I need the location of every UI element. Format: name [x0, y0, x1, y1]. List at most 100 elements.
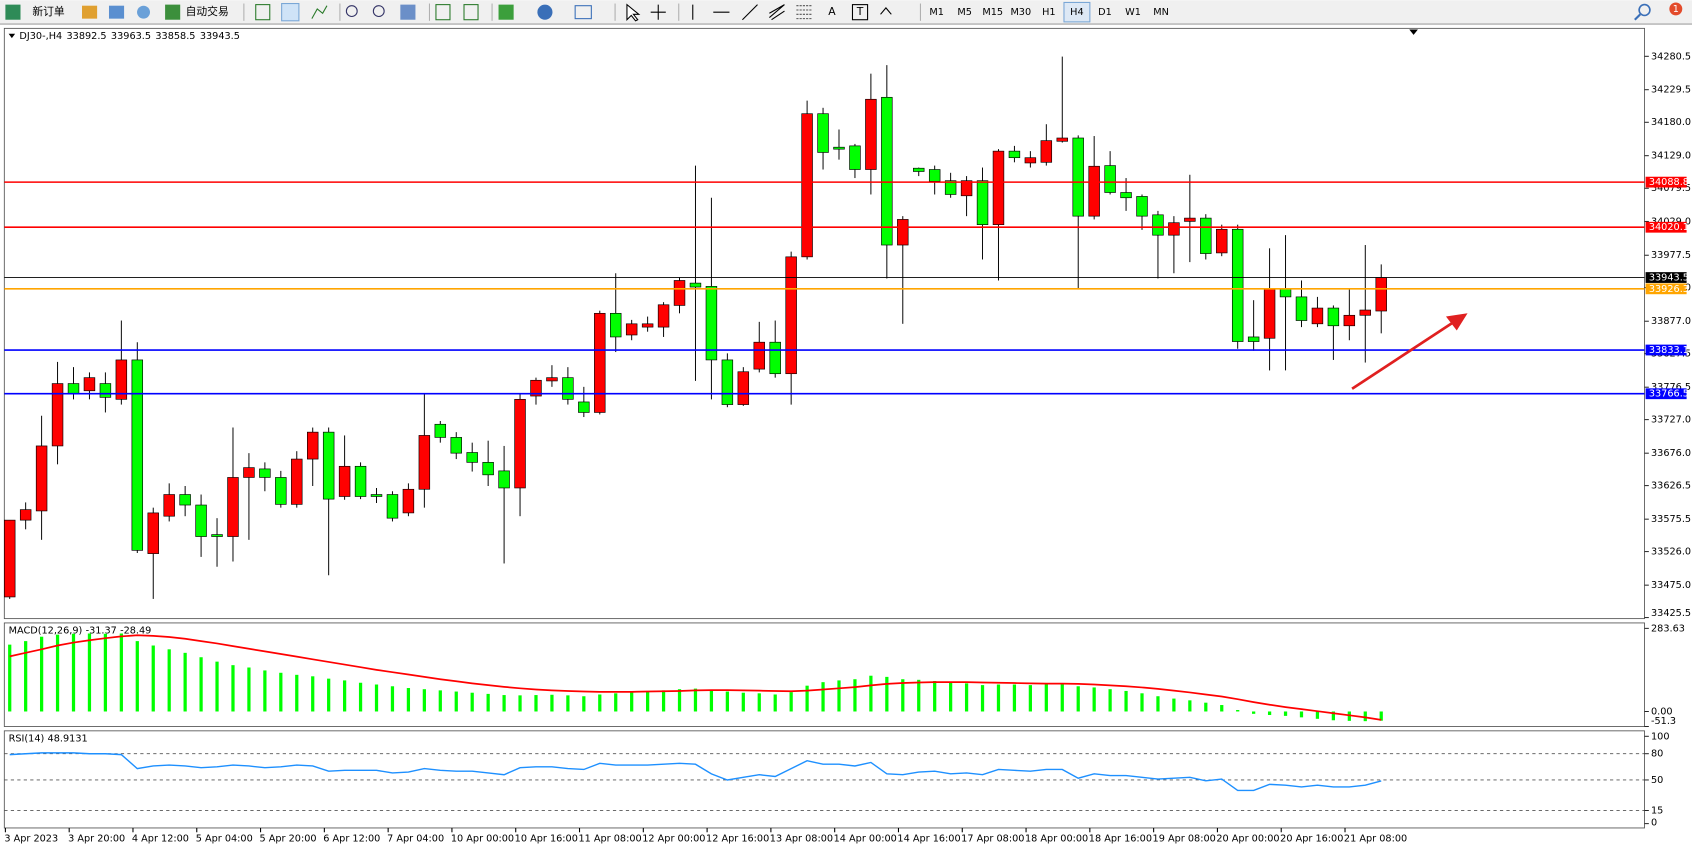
- candle-body: [51, 383, 64, 447]
- y-tick-label: 0: [1651, 818, 1657, 829]
- macd-bar: [358, 682, 363, 712]
- y-tick-label: 283.63: [1651, 623, 1685, 634]
- shift-icon[interactable]: [463, 4, 479, 21]
- macd-bar: [1044, 684, 1048, 712]
- macd-bar: [1012, 684, 1017, 712]
- macd-bar: [550, 694, 554, 712]
- x-tick-label: 5 Apr 20:00: [259, 834, 316, 845]
- channel-icon[interactable]: [769, 4, 785, 21]
- macd-bar: [1140, 693, 1144, 712]
- level-label: 33926.3: [1649, 284, 1689, 295]
- timeframe-button[interactable]: W1: [1125, 7, 1141, 18]
- label-icon[interactable]: T: [856, 5, 864, 18]
- macd-bar: [885, 676, 889, 712]
- candle-body: [418, 435, 431, 490]
- x-tick-label: 18 Apr 00:00: [1025, 834, 1088, 845]
- crosshair-icon[interactable]: [650, 4, 666, 20]
- search-icon[interactable]: [1638, 3, 1651, 17]
- x-tick-label: 19 Apr 08:00: [1153, 834, 1216, 845]
- x-tick-label: 18 Apr 16:00: [1089, 834, 1152, 845]
- candle-body: [83, 377, 96, 392]
- macd-bar: [693, 688, 698, 712]
- header-ohlc: 33892.5: [66, 31, 106, 42]
- header-ohlc: 33858.5: [155, 31, 195, 42]
- x-tick-label: 6 Apr 12:00: [323, 834, 380, 845]
- cursor-icon[interactable]: [626, 3, 641, 22]
- timeframe-button[interactable]: M1: [929, 7, 944, 18]
- macd-bar: [1188, 700, 1192, 712]
- candle-body: [849, 145, 861, 170]
- candle-body: [434, 423, 447, 438]
- timeframe-button[interactable]: D1: [1098, 7, 1112, 18]
- macd-bar: [1028, 685, 1032, 712]
- zoom-out-icon[interactable]: [372, 5, 385, 18]
- toolbar-icon[interactable]: [108, 5, 125, 19]
- timeframe-button[interactable]: M30: [1010, 7, 1031, 18]
- fibo-icon[interactable]: [796, 5, 812, 20]
- candle-body: [67, 383, 80, 395]
- search-handle: [1634, 13, 1641, 21]
- notification-badge[interactable]: [1669, 2, 1683, 16]
- timeframe-button[interactable]: M15: [982, 7, 1003, 18]
- arrows-icon[interactable]: [880, 7, 892, 15]
- y-tick-label: 15: [1651, 806, 1663, 817]
- trendline-icon[interactable]: [742, 4, 758, 21]
- macd-bar: [231, 665, 235, 712]
- macd-bar: [1204, 702, 1208, 712]
- timeframe-button[interactable]: MN: [1153, 7, 1169, 18]
- x-tick-label: 7 Apr 04:00: [387, 834, 444, 845]
- macd-bar: [996, 684, 1001, 712]
- toolbar-icon[interactable]: [137, 5, 150, 19]
- timeframe-button[interactable]: M5: [957, 7, 972, 18]
- macd-bar: [1076, 686, 1080, 712]
- candle-body: [705, 286, 718, 361]
- x-tick-label: 20 Apr 00:00: [1216, 834, 1279, 845]
- trend-arrow-head: [1445, 313, 1468, 331]
- label-icon-box[interactable]: [851, 4, 869, 21]
- candle-body: [562, 377, 574, 400]
- macd-bar: [630, 692, 634, 712]
- candle-chart-icon[interactable]: [281, 3, 300, 22]
- candle-body: [131, 359, 144, 551]
- panel-frame: [3, 27, 1645, 620]
- candle-body: [195, 504, 207, 537]
- zoom-in-icon[interactable]: [345, 5, 358, 18]
- level-label-bg: [1645, 176, 1687, 188]
- y-tick-label: 33676.0: [1651, 448, 1691, 459]
- timeframe-button[interactable]: H1: [1042, 7, 1055, 18]
- text-icon[interactable]: A: [828, 5, 836, 18]
- candle-body: [801, 113, 813, 258]
- candle-body: [307, 431, 319, 460]
- new-order-label[interactable]: 新订单: [32, 5, 65, 18]
- auto-trading-label[interactable]: 自动交易: [186, 5, 229, 18]
- auto-trading-icon[interactable]: [165, 4, 181, 20]
- candle-body: [402, 488, 415, 514]
- new-order-icon[interactable]: [5, 4, 21, 20]
- candle-body: [881, 96, 893, 246]
- candle-body: [594, 312, 606, 413]
- candle-body: [275, 477, 287, 505]
- candle-body: [291, 458, 303, 505]
- macd-bar: [1379, 711, 1383, 721]
- scroll-icon[interactable]: [435, 4, 451, 21]
- toolbar-icon[interactable]: [82, 5, 98, 19]
- templates-icon[interactable]: [574, 5, 592, 20]
- candle-body: [1295, 296, 1308, 321]
- candle-body: [1279, 288, 1292, 298]
- tile-icon[interactable]: [400, 4, 416, 20]
- indicators-icon[interactable]: [498, 4, 514, 20]
- periods-icon[interactable]: [537, 4, 553, 20]
- y-tick-label: 33626.5: [1651, 481, 1691, 492]
- macd-bar: [805, 685, 809, 712]
- macd-bar: [199, 657, 203, 712]
- level-label: 34088.8: [1649, 177, 1689, 188]
- macd-bar: [502, 695, 506, 712]
- candle-body: [259, 468, 271, 478]
- candle-body: [1040, 140, 1053, 163]
- line-chart-icon[interactable]: [311, 5, 328, 19]
- bar-chart-icon[interactable]: [255, 4, 271, 21]
- timeframe-button[interactable]: H4: [1070, 7, 1083, 18]
- x-tick-label: 12 Apr 00:00: [642, 834, 705, 845]
- macd-bar: [263, 670, 267, 712]
